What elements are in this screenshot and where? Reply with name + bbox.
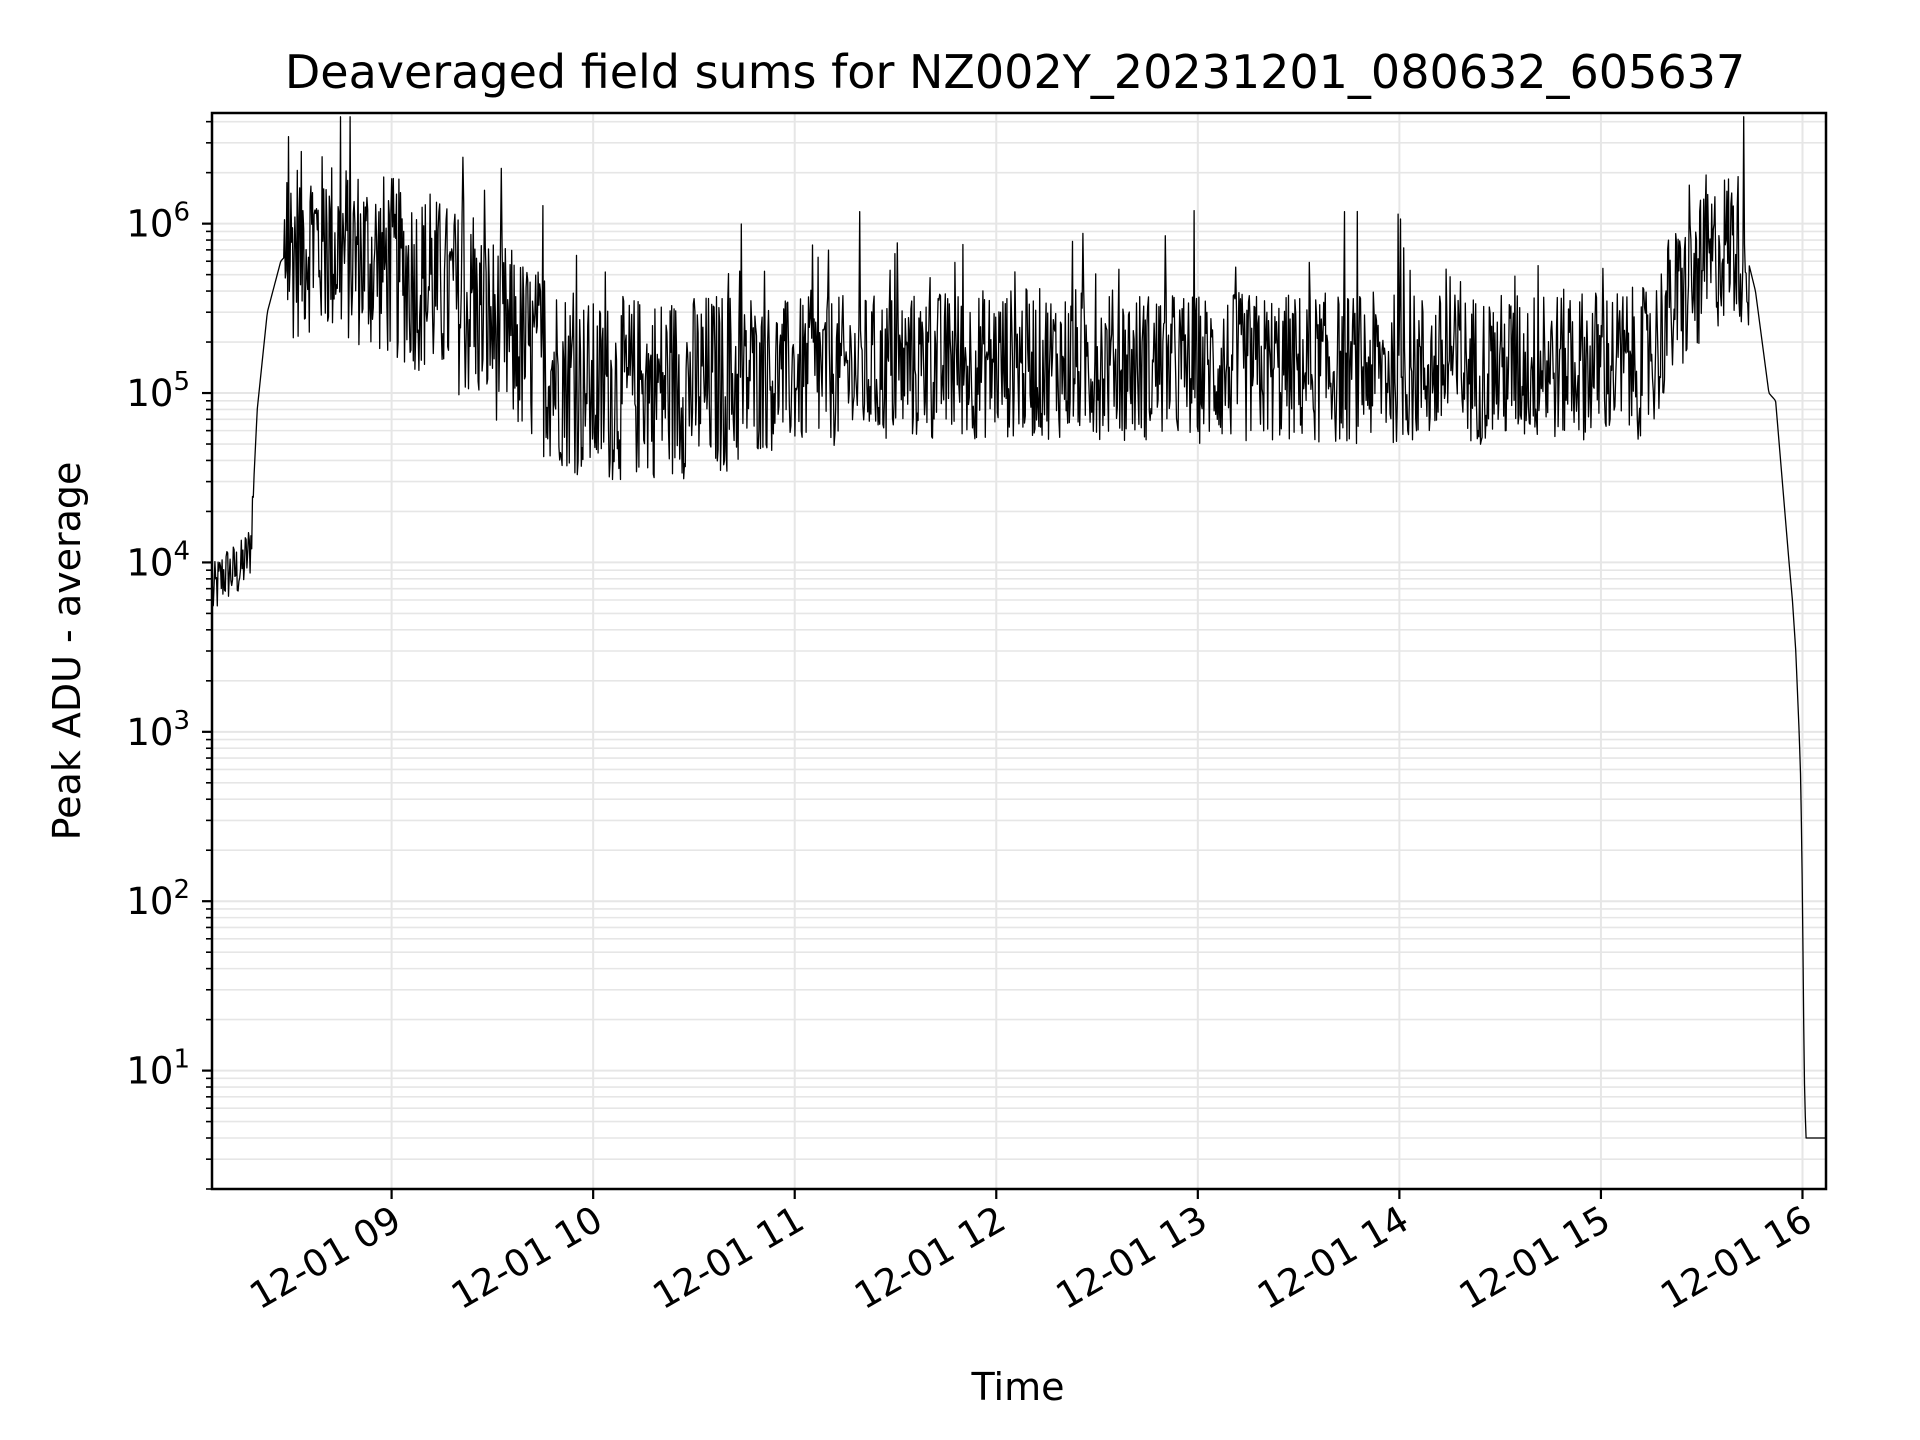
y-axis-label: Peak ADU - average — [45, 462, 89, 841]
grid-lines — [212, 113, 1826, 1190]
y-tick-label: 104 — [126, 536, 190, 584]
y-tick-label-base: 10 — [126, 711, 173, 754]
y-tick-label-base: 10 — [126, 1050, 173, 1093]
x-axis-label: Time — [971, 1365, 1065, 1409]
y-tick-label-exponent: 4 — [173, 536, 190, 566]
y-tick-label-base: 10 — [126, 203, 173, 246]
y-tick-label-exponent: 2 — [173, 875, 190, 905]
y-tick-label: 103 — [126, 706, 190, 754]
y-tick-label: 105 — [126, 367, 190, 415]
series-line-0 — [211, 116, 1826, 1139]
y-tick-label: 101 — [126, 1045, 190, 1093]
y-tick-label: 106 — [126, 198, 190, 246]
y-tick-label-base: 10 — [126, 541, 173, 584]
chart-title: Deaveraged field sums for NZ002Y_2023120… — [285, 45, 1745, 99]
y-tick-label-exponent: 3 — [173, 706, 190, 736]
y-tick-label-base: 10 — [126, 372, 173, 415]
y-tick-label-exponent: 5 — [173, 367, 190, 397]
y-tick-label-exponent: 1 — [173, 1045, 190, 1075]
y-tick-label-exponent: 6 — [173, 198, 190, 228]
y-tick-label-base: 10 — [126, 880, 173, 923]
y-tick-label: 102 — [126, 875, 190, 923]
data-series — [211, 116, 1826, 1139]
